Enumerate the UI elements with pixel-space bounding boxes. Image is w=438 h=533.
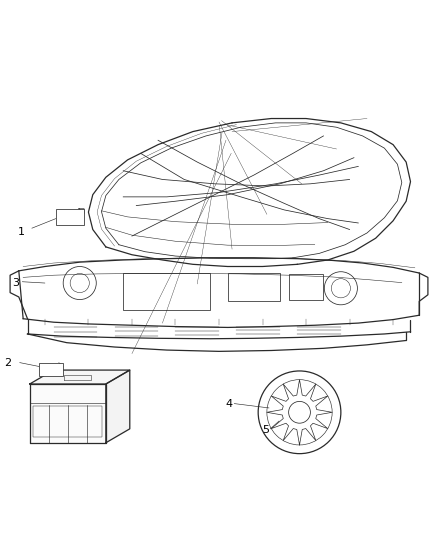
Polygon shape <box>106 370 130 443</box>
Polygon shape <box>30 370 130 384</box>
Text: 1: 1 <box>18 227 25 237</box>
Bar <box>33 406 102 437</box>
Text: 2: 2 <box>4 358 11 368</box>
Text: 3: 3 <box>12 278 19 288</box>
Polygon shape <box>30 384 106 443</box>
Bar <box>123 273 210 310</box>
Text: 4: 4 <box>226 399 233 409</box>
Text: 5: 5 <box>262 425 269 435</box>
Bar <box>39 362 63 376</box>
Bar <box>228 273 280 301</box>
Bar <box>56 208 84 225</box>
Bar <box>289 274 323 301</box>
